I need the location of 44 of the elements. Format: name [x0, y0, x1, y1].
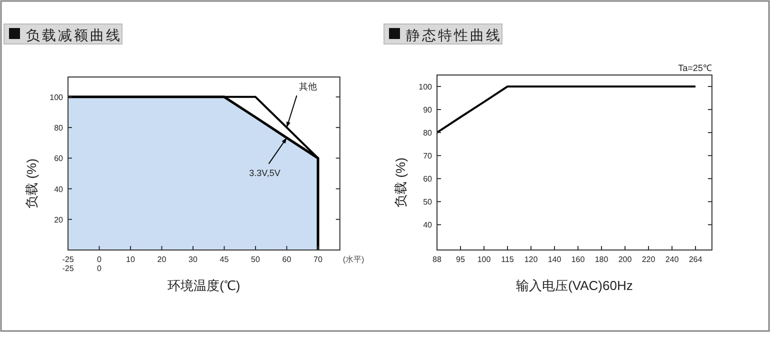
- y-tick-label: 60: [54, 154, 64, 164]
- x-tick-label: 0 0: [97, 255, 102, 273]
- y-tick-label: 90: [423, 106, 433, 115]
- x-tick-label: 30: [188, 255, 198, 264]
- x-tick-label: 220: [642, 255, 656, 264]
- x-tick-label: 200: [618, 255, 632, 264]
- x-tick-label: 95: [456, 255, 466, 264]
- y-tick-label: 60: [423, 174, 433, 184]
- x-tick-label: 240: [665, 255, 680, 264]
- x-tick-label: 100: [477, 255, 492, 264]
- y-tick-label: 50: [423, 198, 433, 207]
- annotation: 其他: [298, 82, 317, 92]
- x-tick-label: -25 -25: [62, 255, 74, 273]
- x-tick-label: 140: [548, 255, 562, 264]
- x-axis-title: 环境温度(℃): [168, 278, 240, 293]
- x-tick-label: 160: [571, 255, 586, 264]
- y-tick-label: 100: [418, 82, 433, 92]
- x-tick-label: 115: [501, 255, 514, 264]
- x-tick-label: 60: [282, 255, 292, 264]
- y-tick-label: 100: [50, 92, 64, 102]
- x-tick-label: 180: [594, 255, 609, 264]
- x-tick-label: 70: [314, 255, 323, 264]
- x-tick-label: 45: [220, 255, 230, 264]
- y-tick-label: 70: [423, 152, 433, 161]
- x-tick-label: 50: [251, 255, 260, 264]
- text: Ta=25℃: [678, 63, 712, 73]
- x-axis-title: 输入电压(VAC)60Hz: [516, 278, 633, 293]
- x-tick-label: 10: [126, 255, 136, 264]
- x-tick-label: 20: [157, 255, 167, 264]
- y-tick-label: 40: [54, 184, 64, 194]
- y-tick-label: 20: [54, 215, 64, 224]
- x-tick-label: 88: [432, 255, 442, 264]
- y-axis-title: 负载 (%): [24, 158, 39, 208]
- y-tick-label: 80: [423, 128, 433, 138]
- annotation: 3.3V,5V: [249, 168, 280, 178]
- y-axis-title: 负载 (%): [393, 158, 408, 208]
- x-tick-label: 264: [688, 255, 703, 264]
- text: (水平): [342, 255, 365, 264]
- line-series: [436, 86, 696, 134]
- chart-title: 负载减额曲线: [26, 27, 122, 43]
- y-tick-label: 80: [54, 124, 64, 133]
- y-tick-label: 40: [423, 220, 433, 230]
- x-tick-label: 120: [524, 255, 538, 264]
- chart-title: 静态特性曲线: [406, 27, 502, 43]
